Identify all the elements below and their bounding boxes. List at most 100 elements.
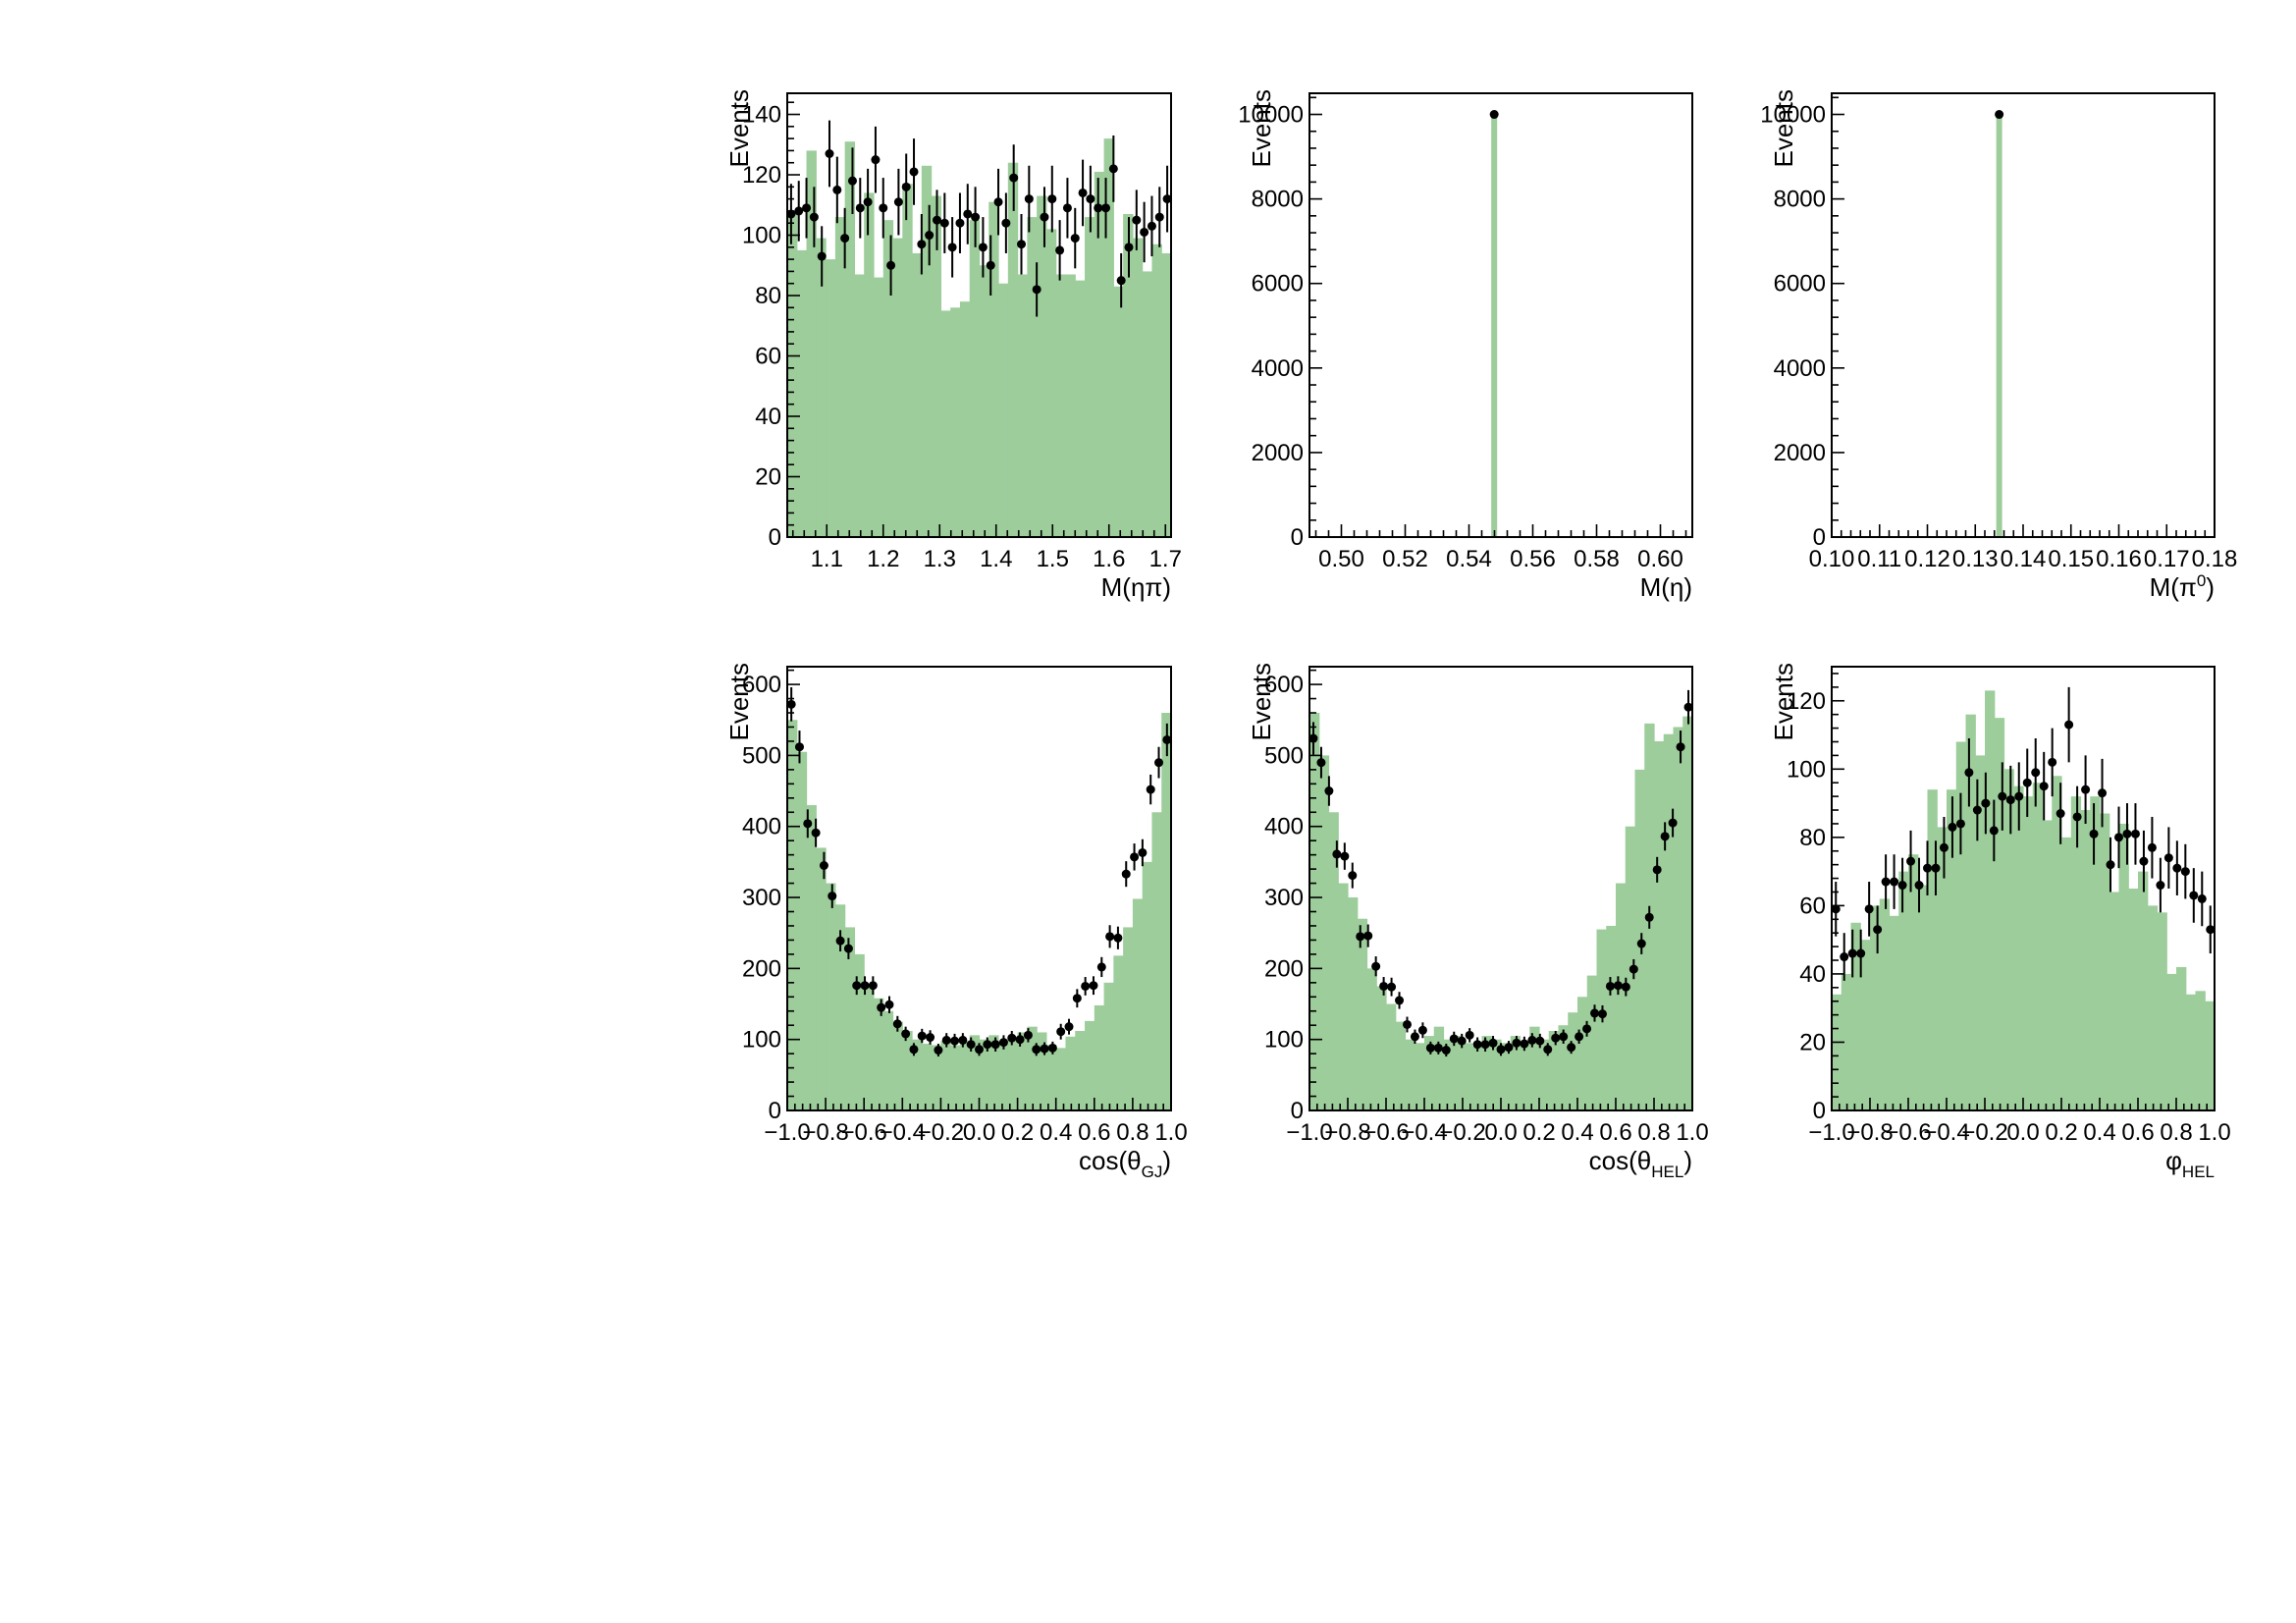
data-point bbox=[1138, 847, 1148, 857]
mc-bar bbox=[1832, 994, 1842, 1110]
data-point bbox=[819, 860, 828, 870]
x-tick-label: 1.1 bbox=[811, 546, 843, 572]
x-tick-label: 0.8 bbox=[1116, 1119, 1148, 1146]
mc-bar bbox=[796, 249, 808, 537]
mc-bar bbox=[834, 904, 846, 1110]
y-tick-label: 6000 bbox=[1252, 271, 1304, 298]
x-tick-label: 0.2 bbox=[1001, 1119, 1034, 1146]
mc-bar bbox=[1682, 716, 1693, 1110]
data-points bbox=[1831, 686, 2216, 981]
data-point bbox=[886, 260, 896, 270]
x-tick-label: −0.4 bbox=[880, 1119, 926, 1146]
mc-bar bbox=[1045, 229, 1057, 537]
mc-bar bbox=[1415, 1043, 1425, 1110]
mc-bar bbox=[1529, 1026, 1540, 1110]
data-point bbox=[1132, 215, 1142, 225]
data-point bbox=[1417, 1025, 1427, 1035]
data-point bbox=[917, 240, 927, 249]
data-point bbox=[835, 936, 845, 946]
x-axis-title: M(π0) bbox=[2150, 571, 2215, 602]
x-tick-labels: 1.1 1.2 1.3 1.4 1.5 1.6 1.7 bbox=[811, 546, 1182, 572]
data-point bbox=[2005, 795, 2015, 805]
y-tick-label: 0 bbox=[1813, 1098, 1826, 1124]
mc-bar bbox=[2090, 796, 2101, 1110]
mc-bar bbox=[2061, 837, 2072, 1110]
mc-bar bbox=[2042, 820, 2053, 1110]
data-point bbox=[1629, 964, 1638, 974]
data-point bbox=[1009, 173, 1019, 183]
data-point bbox=[794, 206, 804, 216]
mc-bar bbox=[1075, 280, 1086, 537]
y-tick-label: 120 bbox=[742, 162, 781, 189]
mc-bar bbox=[1947, 789, 1957, 1110]
data-point bbox=[1094, 203, 1103, 213]
data-point bbox=[1081, 981, 1091, 991]
data-point bbox=[1683, 702, 1693, 712]
x-tick-labels: 0.50 0.52 0.54 0.56 0.58 0.60 bbox=[1318, 546, 1683, 572]
mc-bar bbox=[1142, 861, 1153, 1110]
y-tick-label: 120 bbox=[1787, 688, 1826, 715]
mc-bar bbox=[1860, 940, 1871, 1110]
data-point bbox=[1015, 1035, 1025, 1045]
y-tick-label: 100 bbox=[1787, 756, 1826, 783]
data-point bbox=[809, 212, 819, 222]
x-tick-label: 0.6 bbox=[1078, 1119, 1110, 1146]
data-points bbox=[786, 686, 1172, 1057]
x-tick-label: 1.0 bbox=[1676, 1119, 1708, 1146]
mc-bar bbox=[1007, 162, 1019, 538]
data-point bbox=[2098, 788, 2108, 798]
y-tick-labels: 0 20 40 60 80 100 120 bbox=[1787, 688, 1826, 1124]
mc-bar bbox=[2147, 905, 2159, 1110]
y-tick-label: 20 bbox=[1799, 1029, 1826, 1055]
y-tick-label: 100 bbox=[742, 1027, 781, 1054]
axis-ticks bbox=[1308, 669, 1693, 1111]
data-point bbox=[1356, 932, 1365, 942]
data-point bbox=[1070, 234, 1080, 243]
data-point bbox=[1056, 1027, 1066, 1037]
mc-bar bbox=[873, 277, 884, 537]
x-tick-label: 0.4 bbox=[1040, 1119, 1072, 1146]
data-point bbox=[1007, 1033, 1017, 1043]
data-point bbox=[1062, 203, 1072, 213]
data-point bbox=[1105, 932, 1115, 942]
mc-bar bbox=[1376, 986, 1387, 1110]
data-point bbox=[990, 1040, 1000, 1050]
mc-bar bbox=[844, 141, 856, 538]
x-tick-label: 0.12 bbox=[1904, 546, 1950, 572]
mc-bar bbox=[1453, 1036, 1464, 1110]
data-point bbox=[1527, 1035, 1537, 1045]
mc-bar bbox=[1007, 1039, 1019, 1110]
y-tick-label: 2000 bbox=[1252, 440, 1304, 466]
mc-bar bbox=[921, 165, 933, 538]
mc-bar bbox=[2023, 796, 2034, 1110]
x-tick-label: −1.0 bbox=[1286, 1119, 1332, 1146]
y-tick-labels: 0 2000 4000 6000 8000 10000 bbox=[1238, 102, 1304, 551]
mc-bar bbox=[1927, 789, 1938, 1110]
data-point bbox=[1387, 982, 1397, 992]
data-point bbox=[1032, 285, 1041, 295]
x-tick-label: 0.10 bbox=[1809, 546, 1855, 572]
data-point bbox=[860, 981, 870, 991]
mc-bar bbox=[979, 1039, 989, 1110]
data-point bbox=[925, 231, 934, 241]
mc-bar bbox=[1366, 968, 1377, 1110]
data-point bbox=[1147, 221, 1156, 231]
data-point bbox=[832, 185, 842, 194]
y-tick-label: 10000 bbox=[1238, 102, 1304, 129]
data-point bbox=[1644, 912, 1654, 922]
data-point bbox=[811, 828, 821, 838]
x-axis-title: M(η) bbox=[1640, 572, 1692, 602]
mc-bar bbox=[921, 1044, 933, 1110]
x-tick-label: 0.54 bbox=[1446, 546, 1492, 572]
mc-bar bbox=[1850, 922, 1861, 1110]
x-tick-labels: −1.0−0.8−0.6−0.4−0.20.0 0.2 0.4 0.6 0.8 1.0 bbox=[764, 1119, 1187, 1146]
x-tick-label: 0.13 bbox=[1952, 546, 1999, 572]
data-point bbox=[1676, 742, 1685, 752]
data-point bbox=[993, 197, 1003, 207]
mc-bar bbox=[1471, 1046, 1483, 1110]
mc-bar bbox=[1898, 871, 1909, 1110]
data-point bbox=[1371, 961, 1381, 971]
data-point bbox=[978, 243, 988, 252]
data-point bbox=[817, 251, 827, 261]
data-point bbox=[2122, 829, 2132, 839]
